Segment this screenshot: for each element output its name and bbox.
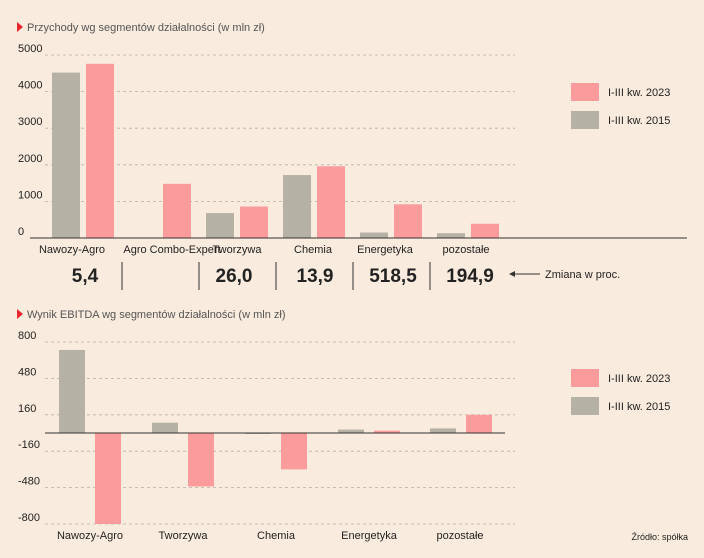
x-category-label: Energetyka xyxy=(357,244,414,256)
y-tick-label: 800 xyxy=(18,330,36,342)
legend-label: I-III kw. 2015 xyxy=(608,115,670,127)
legend-label: I-III kw. 2023 xyxy=(608,87,670,99)
arrow-left-icon xyxy=(509,271,515,277)
bar-2015 xyxy=(52,72,80,239)
ebitda-chart: Wynik EBITDA wg segmentów działalności (… xyxy=(17,309,670,542)
x-category-label: Chemia xyxy=(257,530,296,542)
bar-2023 xyxy=(95,433,121,524)
change-value: 13,9 xyxy=(297,266,334,287)
y-tick-label: -480 xyxy=(18,476,40,488)
y-tick-label: 1000 xyxy=(18,189,42,201)
bar-2023 xyxy=(281,433,307,470)
y-tick-label: 2000 xyxy=(18,153,42,165)
bar-2015 xyxy=(152,422,178,433)
bar-2015 xyxy=(59,349,85,433)
bar-2023 xyxy=(374,430,400,433)
x-category-label: pozostałe xyxy=(442,244,489,256)
title-marker-icon xyxy=(17,22,23,32)
ebitda-chart-title: Wynik EBITDA wg segmentów działalności (… xyxy=(27,309,285,321)
x-category-label: Tworzywa xyxy=(213,244,263,256)
legend-swatch xyxy=(571,111,599,129)
bar-2023 xyxy=(466,414,492,433)
bar-2023 xyxy=(163,183,191,238)
revenue-chart-title: Przychody wg segmentów działalności (w m… xyxy=(27,22,265,34)
bar-2015 xyxy=(283,175,311,238)
bar-2015 xyxy=(360,232,388,238)
bar-2023 xyxy=(86,63,114,239)
bar-2015 xyxy=(206,213,234,238)
legend-label: I-III kw. 2023 xyxy=(608,373,670,385)
bar-2023 xyxy=(240,206,268,238)
change-value: 518,5 xyxy=(369,266,417,287)
bar-2023 xyxy=(471,223,499,238)
change-value: 26,0 xyxy=(216,266,253,287)
change-note: Zmiana w proc. xyxy=(509,269,620,281)
bar-2015 xyxy=(437,233,465,238)
y-tick-label: 4000 xyxy=(18,80,42,92)
y-tick-label: -800 xyxy=(18,512,40,524)
legend-swatch xyxy=(571,369,599,387)
x-category-label: Nawozy-Agro xyxy=(57,530,123,542)
x-category-label: pozostałe xyxy=(436,530,483,542)
x-category-label: Tworzywa xyxy=(159,530,209,542)
bar-2023 xyxy=(317,166,345,238)
change-label: Zmiana w proc. xyxy=(545,269,620,281)
x-category-label: Energetyka xyxy=(341,530,398,542)
y-tick-label: 0 xyxy=(18,226,24,238)
change-value: 194,9 xyxy=(446,266,494,287)
y-tick-label: 3000 xyxy=(18,116,42,128)
x-category-label: Agro Combo-Expert xyxy=(123,244,220,256)
source-note: Źródło: spółka xyxy=(631,532,688,542)
x-category-label: Chemia xyxy=(294,244,333,256)
legend-label: I-III kw. 2015 xyxy=(608,401,670,413)
x-category-label: Nawozy-Agro xyxy=(39,244,105,256)
change-value: 5,4 xyxy=(72,266,99,287)
y-tick-label: 160 xyxy=(18,403,36,415)
legend-swatch xyxy=(571,397,599,415)
y-tick-label: 480 xyxy=(18,366,36,378)
bar-2023 xyxy=(188,433,214,487)
y-tick-label: -160 xyxy=(18,439,40,451)
bar-2015 xyxy=(430,428,456,433)
title-marker-icon xyxy=(17,309,23,319)
bar-2015 xyxy=(338,429,364,433)
y-tick-label: 5000 xyxy=(18,43,42,55)
bar-2023 xyxy=(394,204,422,238)
legend-swatch xyxy=(571,83,599,101)
revenue-chart: Przychody wg segmentów działalności (w m… xyxy=(17,22,687,290)
